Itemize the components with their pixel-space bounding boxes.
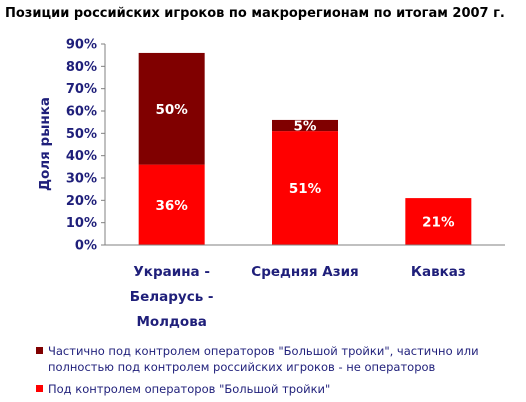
- y-tick-label: 20%: [66, 194, 97, 209]
- data-labels: 36% 50% 51% 5% 21%: [156, 102, 455, 231]
- legend: Частично под контролем операторов "Больш…: [36, 344, 479, 396]
- y-tick-label: 30%: [66, 172, 97, 187]
- y-tick-label: 10%: [66, 216, 97, 231]
- y-tick-label: 90%: [66, 38, 97, 53]
- category-label: Украина -: [133, 264, 210, 280]
- category-label: Средняя Азия: [251, 264, 358, 280]
- category-label: Молдова: [136, 314, 206, 330]
- y-axis-label: Доля рынка: [37, 97, 53, 191]
- bars: [138, 52, 472, 245]
- data-label: 50%: [156, 102, 189, 118]
- legend-swatch-big-three: [36, 385, 43, 392]
- data-label: 5%: [294, 119, 317, 135]
- y-tick-label: 40%: [66, 149, 97, 164]
- bar-segment: [138, 164, 205, 245]
- bar-segment: [405, 198, 472, 245]
- bar-segment: [138, 52, 205, 165]
- y-tick-label: 60%: [66, 105, 97, 120]
- legend-swatch-partial-control: [36, 347, 43, 354]
- y-tick-label: 0%: [75, 239, 97, 254]
- y-tick-label: 50%: [66, 127, 97, 142]
- data-label: 21%: [422, 215, 455, 231]
- y-tick-label: 80%: [66, 60, 97, 75]
- bar-segment: [272, 131, 338, 245]
- data-label: 36%: [156, 198, 189, 214]
- data-label: 51%: [289, 181, 322, 197]
- y-tick-label: 70%: [66, 82, 97, 97]
- category-label: Беларусь -: [130, 289, 214, 305]
- category-labels: Украина - Беларусь - Молдова Средняя Азия Ка…: [130, 264, 466, 330]
- legend-label-partial-control: Частично под контролем операторов "Больш…: [48, 344, 479, 358]
- bar-segment: [272, 119, 338, 132]
- legend-label-partial-control: полностью под контролем российских игрок…: [48, 360, 436, 374]
- category-label: Кавказ: [411, 264, 466, 280]
- legend-label-big-three: Под контролем операторов "Большой тройки…: [48, 382, 330, 396]
- y-axis-ticks: 0% 10% 20% 30% 40% 50% 60% 70% 80% 90%: [66, 38, 105, 254]
- chart-title: Позиции российских игроков по макрорегио…: [5, 6, 505, 21]
